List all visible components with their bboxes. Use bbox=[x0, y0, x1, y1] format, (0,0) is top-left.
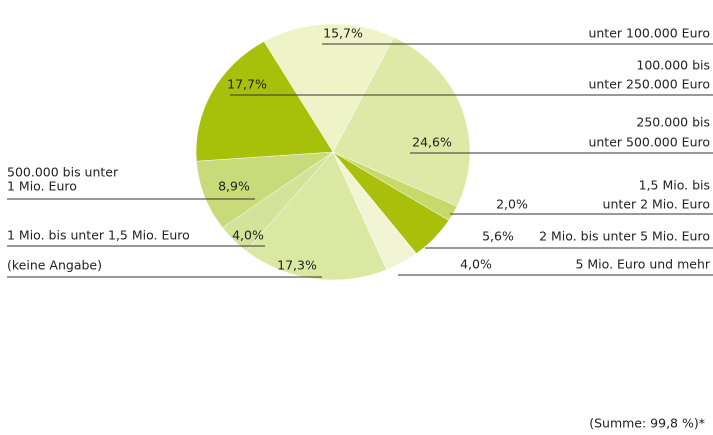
slice-name: 1,5 Mio. bis bbox=[639, 178, 710, 193]
value-label: 15,7% bbox=[323, 26, 363, 41]
slice-name: 250.000 bis bbox=[636, 115, 710, 130]
value-label: 17,7% bbox=[227, 77, 267, 92]
pie-slice bbox=[195, 41, 334, 162]
slice-name: 2 Mio. bis unter 5 Mio. Euro bbox=[539, 229, 710, 244]
value-label: 5,6% bbox=[482, 229, 514, 244]
slice-name: 5 Mio. Euro und mehr bbox=[575, 257, 710, 272]
sum-note: (Summe: 99,8 %)* bbox=[589, 416, 705, 431]
pie-slice bbox=[245, 151, 387, 281]
value-label: 2,0% bbox=[496, 197, 528, 212]
slice-name: unter 250.000 Euro bbox=[588, 77, 710, 92]
pie-slice bbox=[263, 23, 395, 153]
slice-name: 1 Mio. bis unter 1,5 Mio. Euro bbox=[7, 228, 190, 243]
slice-name: (keine Angabe) bbox=[7, 258, 102, 273]
slice-name: unter 2 Mio. Euro bbox=[603, 197, 710, 212]
value-label: 4,0% bbox=[232, 228, 264, 243]
value-label: 17,3% bbox=[277, 258, 317, 273]
slice-name: 100.000 bis bbox=[636, 58, 710, 73]
value-label: 24,6% bbox=[412, 135, 452, 150]
slice-name: unter 500.000 Euro bbox=[588, 135, 710, 150]
pie-slice bbox=[332, 36, 471, 207]
value-label: 8,9% bbox=[218, 179, 250, 194]
value-label: 4,0% bbox=[460, 257, 492, 272]
slice-name: 500.000 bis unter bbox=[7, 165, 119, 180]
slice-name: unter 100.000 Euro bbox=[588, 26, 710, 41]
slice-name: 1 Mio. Euro bbox=[7, 179, 77, 194]
